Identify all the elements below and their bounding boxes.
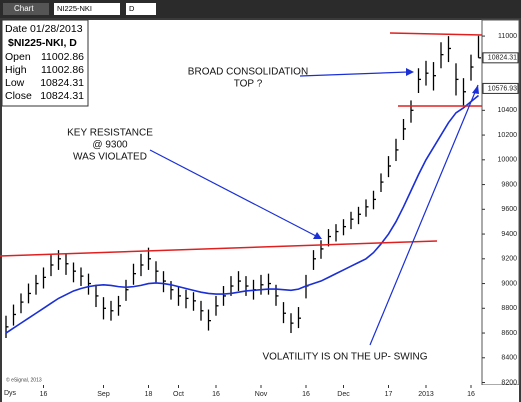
x-tick-label: 2013 — [418, 391, 434, 398]
y-tick-label: 9600 — [501, 206, 517, 213]
toolbar-symbol: NI225-NKI — [57, 4, 92, 13]
info-value: 10824.31 — [40, 77, 84, 89]
x-tick-label: 16 — [302, 391, 310, 398]
annotation: BROAD CONSOLIDATION — [188, 67, 308, 78]
annotation: TOP ? — [234, 79, 263, 90]
resistance-line — [0, 240, 438, 257]
top-line — [389, 32, 483, 36]
annotation: WAS VIOLATED — [73, 152, 147, 163]
info-date: 01/28/2013 — [30, 23, 83, 35]
y-tick-label: 10000 — [498, 157, 518, 164]
moving-average — [5, 94, 480, 334]
arrow — [299, 71, 409, 77]
info-value: 11002.86 — [41, 51, 84, 63]
info-rows: Open 11002.86 High 11002.86 Low 10824.31 Close… — [5, 51, 84, 102]
x-tick-label: Oct — [173, 391, 184, 398]
annotation: VOLATILITY IS ON THE UP- SWING — [262, 352, 427, 363]
y-tick-label: 9200 — [501, 256, 517, 263]
info-value: 10824.31 — [40, 90, 84, 102]
annotation: @ 9300 — [92, 140, 128, 151]
x-axis-unit: Dys — [4, 390, 17, 397]
x-tick-label: Dec — [337, 391, 350, 398]
x-tick-label: 16 — [467, 391, 475, 398]
arrowhead — [406, 68, 414, 76]
symbol-box[interactable] — [54, 3, 120, 15]
info-label: Low — [5, 77, 25, 89]
info-label: High — [5, 64, 27, 76]
x-tick-label: Sep — [97, 391, 110, 398]
interval-box[interactable] — [126, 3, 156, 15]
x-tick-label: 18 — [145, 391, 153, 398]
arrow — [149, 149, 317, 237]
y-tick-label: 9400 — [501, 231, 517, 238]
y-tick-label: 8600 — [501, 330, 517, 337]
price-marker — [482, 82, 519, 94]
price-marker-label: 10824.31 — [488, 55, 517, 62]
y-tick-label: 10400 — [498, 107, 518, 114]
annotation: KEY RESISTANCE — [67, 128, 153, 139]
y-tick-label: 8400 — [501, 355, 517, 362]
arrowhead — [313, 232, 322, 239]
marks — [5, 35, 481, 338]
arrowhead — [472, 85, 479, 94]
price-marker-label: 10576.93 — [488, 85, 517, 92]
info-box — [1, 19, 89, 107]
x-tick-label: Nov — [255, 391, 268, 398]
price-marker — [482, 52, 519, 64]
info-date-label: Date — [5, 23, 27, 35]
time-axis — [2, 385, 519, 402]
y-tick-label: 11000 — [498, 33, 517, 40]
x-tick-label: 16 — [212, 391, 220, 398]
y-tick-label: 8200 — [501, 379, 517, 386]
chart-tab[interactable] — [3, 3, 49, 15]
x-tick-label: 17 — [385, 391, 393, 398]
y-tick-label: 9800 — [501, 181, 517, 188]
info-label: Open — [5, 51, 31, 63]
x-tick-label: 16 — [40, 391, 48, 398]
toolbar-title: Chart — [14, 4, 34, 13]
trend-arrow — [369, 84, 479, 346]
toolbar-interval: D — [129, 4, 135, 13]
info-symbol: $NI225-NKI, D — [8, 37, 77, 49]
info-value: 11002.86 — [41, 64, 84, 76]
y-tick-label: 8800 — [501, 305, 517, 312]
copyright: © eSignal, 2013 — [6, 376, 42, 383]
y-tick-label: 10200 — [498, 132, 518, 139]
info-label: Close — [5, 90, 32, 102]
y-tick-label: 9000 — [501, 280, 517, 287]
